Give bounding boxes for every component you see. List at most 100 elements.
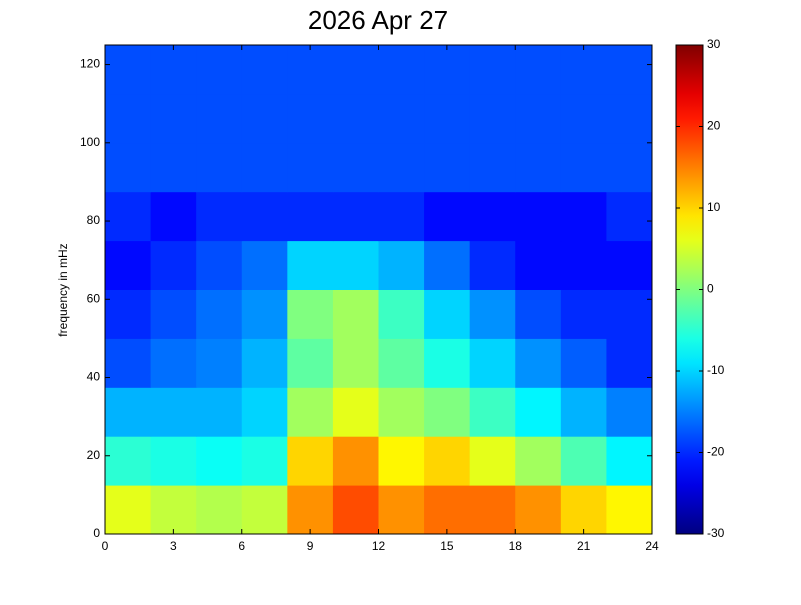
x-tick-label: 9 (307, 539, 314, 553)
heatmap-cell (606, 142, 653, 193)
heatmap-cell (424, 436, 471, 486)
x-tick-label: 24 (645, 539, 659, 553)
heatmap-cell (469, 93, 516, 144)
heatmap-cell (424, 240, 471, 290)
heatmap-cell (560, 142, 607, 193)
heatmap-cell (560, 387, 607, 437)
heatmap-cell (241, 387, 288, 437)
heatmap-cell (560, 289, 607, 339)
x-tick-label: 6 (238, 539, 245, 553)
x-tick-label: 18 (509, 539, 523, 553)
y-tick-label: 40 (87, 370, 101, 384)
heatmap-cell (378, 485, 425, 535)
heatmap-cell (332, 485, 379, 535)
heatmap-cell (105, 338, 152, 388)
colorbar-tick-label: 20 (707, 119, 721, 133)
heatmap-cell (241, 142, 288, 193)
heatmap-cell (241, 240, 288, 290)
heatmap-cell (287, 485, 334, 535)
heatmap-cell (424, 338, 471, 388)
heatmap-cell (196, 436, 243, 486)
x-tick-label: 3 (170, 539, 177, 553)
colorbar (675, 44, 704, 535)
heatmap-cell (287, 240, 334, 290)
y-tick-label: 20 (87, 448, 101, 462)
y-axis-label: frequency in mHz (56, 243, 70, 336)
heatmap-cell (241, 191, 288, 242)
heatmap-cell (196, 485, 243, 535)
heatmap-cell (332, 338, 379, 388)
heatmap-cell (469, 436, 516, 486)
heatmap-cell (560, 93, 607, 144)
heatmap-cell (332, 45, 379, 95)
heatmap-cell (150, 191, 197, 242)
heatmap-cell (332, 191, 379, 242)
heatmap-cell (560, 240, 607, 290)
heatmap-cell (469, 240, 516, 290)
heatmap-cell (515, 45, 562, 95)
heatmap-cell (105, 142, 152, 193)
heatmap-cell (150, 338, 197, 388)
heatmap-cell (150, 387, 197, 437)
heatmap-cell (241, 436, 288, 486)
colorbar-tick-label: -20 (707, 445, 725, 459)
heatmap-cell (287, 387, 334, 437)
heatmap-cell (332, 289, 379, 339)
heatmap-cell (196, 142, 243, 193)
heatmap-cell (515, 191, 562, 242)
heatmap-cell (196, 240, 243, 290)
heatmap-cell (469, 485, 516, 535)
heatmap-cell (606, 436, 653, 486)
heatmap-cell (287, 93, 334, 144)
heatmap-cell (469, 45, 516, 95)
heatmap-cell (606, 338, 653, 388)
colorbar-tick-label: 30 (707, 37, 721, 51)
heatmap-cell (241, 93, 288, 144)
heatmap-cell (287, 142, 334, 193)
colorbar-tick-label: -30 (707, 526, 725, 540)
heatmap-cell (378, 338, 425, 388)
heatmap-cell (241, 289, 288, 339)
heatmap-cell (150, 93, 197, 144)
colorbar-tick-label: -10 (707, 363, 725, 377)
y-tick-label: 100 (80, 135, 100, 149)
heatmap-cell (105, 387, 152, 437)
y-tick-label: 0 (93, 526, 100, 540)
heatmap-cell (469, 387, 516, 437)
heatmap-cell (515, 485, 562, 535)
heatmap-cell (606, 191, 653, 242)
colorbar-tick-label: 10 (707, 200, 721, 214)
heatmap-cell (560, 485, 607, 535)
heatmap-cell (515, 436, 562, 486)
heatmap-cell (606, 240, 653, 290)
heatmap-cell (469, 289, 516, 339)
heatmap-cell (515, 387, 562, 437)
heatmap-cell (606, 387, 653, 437)
heatmap-cell (150, 289, 197, 339)
heatmap-cell (469, 338, 516, 388)
heatmap-cell (469, 191, 516, 242)
heatmap-cell (424, 142, 471, 193)
heatmap-cell (105, 436, 152, 486)
heatmap-cell (378, 142, 425, 193)
y-tick-label: 120 (80, 57, 100, 71)
heatmap-cell (378, 387, 425, 437)
heatmap-cell (105, 289, 152, 339)
heatmap-cell (378, 93, 425, 144)
heatmap-cell (606, 93, 653, 144)
colorbar-tick-label: 0 (707, 282, 714, 296)
heatmap-cell (287, 338, 334, 388)
heatmap-cell (469, 142, 516, 193)
heatmap-cell (606, 45, 653, 95)
heatmap-cell (150, 485, 197, 535)
heatmap-cell (424, 45, 471, 95)
heatmap-cell (196, 93, 243, 144)
heatmap-cell (287, 289, 334, 339)
y-tick-label: 80 (87, 213, 101, 227)
heatmap-cell (332, 436, 379, 486)
heatmap-cell (105, 93, 152, 144)
heatmap-cell (332, 387, 379, 437)
heatmap-cell (196, 191, 243, 242)
heatmap-cell (196, 289, 243, 339)
